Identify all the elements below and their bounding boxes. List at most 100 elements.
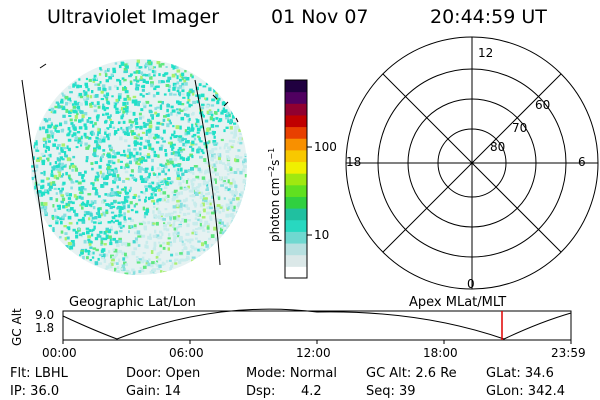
uv-pixel: [78, 92, 83, 97]
uv-pixel: [131, 99, 136, 104]
uv-pixel: [112, 161, 116, 165]
uv-pixel: [112, 69, 117, 74]
uv-pixel: [242, 162, 245, 166]
uv-pixel: [205, 104, 210, 109]
uv-pixel: [133, 204, 136, 208]
uv-pixel: [206, 186, 209, 190]
uv-pixel: [76, 105, 81, 110]
uv-pixel: [163, 186, 168, 189]
uv-pixel: [194, 143, 198, 146]
uv-pixel: [139, 222, 144, 226]
mlt-label-0: 0: [467, 277, 475, 291]
uv-pixel: [109, 159, 114, 164]
uv-pixel: [172, 151, 175, 155]
colorbar-label-10: 10: [314, 228, 330, 242]
uv-pixel: [190, 182, 195, 186]
uv-pixel: [186, 207, 190, 210]
uv-pixel: [197, 218, 201, 222]
uv-pixel: [208, 237, 212, 241]
uv-pixel: [151, 69, 155, 73]
uv-pixel: [219, 219, 222, 222]
uv-pixel: [38, 193, 41, 197]
uv-pixel: [40, 208, 44, 212]
uv-pixel: [122, 80, 125, 83]
uv-pixel: [156, 174, 160, 179]
uv-pixel: [32, 156, 35, 160]
uv-pixel: [87, 235, 91, 239]
uv-pixel: [182, 199, 187, 203]
uv-pixel: [68, 193, 72, 197]
uv-pixel: [182, 212, 187, 216]
uv-pixel: [166, 103, 170, 108]
uv-pixel: [183, 187, 187, 191]
uv-pixel: [180, 103, 185, 106]
uv-pixel: [129, 152, 132, 156]
uv-pixel: [143, 225, 147, 230]
uv-pixel: [156, 260, 159, 263]
uv-pixel: [81, 174, 85, 177]
uv-pixel: [47, 182, 51, 186]
uv-pixel: [81, 176, 84, 180]
uv-pixel: [51, 166, 55, 169]
left-limb-arc: [21, 79, 51, 281]
uv-pixel: [215, 218, 219, 222]
uv-pixel: [34, 142, 38, 146]
uv-pixel: [120, 188, 125, 191]
uv-pixel: [187, 219, 191, 222]
uv-pixel: [64, 204, 68, 208]
uv-pixel: [158, 241, 161, 244]
uv-pixel: [108, 86, 112, 91]
uv-pixel: [31, 165, 35, 168]
uv-pixel: [102, 177, 106, 181]
uv-pixel: [212, 117, 215, 122]
uv-pixel: [157, 208, 160, 212]
uv-pixel: [135, 83, 138, 87]
altitude-xtick-0600: 06:00: [169, 346, 204, 360]
uv-pixel: [137, 244, 141, 247]
uv-pixel: [80, 144, 83, 147]
mlt-label-12: 12: [478, 46, 494, 60]
uv-pixel: [213, 163, 216, 167]
uv-pixel: [117, 109, 121, 112]
uv-pixel: [101, 154, 104, 158]
uv-pixel: [117, 128, 120, 131]
uv-pixel: [46, 134, 51, 139]
uv-pixel: [49, 153, 52, 158]
uv-pixel: [62, 105, 66, 108]
uv-pixel: [191, 194, 196, 198]
uv-pixel: [141, 158, 145, 162]
uv-pixel: [97, 221, 102, 225]
uv-pixel: [110, 227, 113, 231]
uv-pixel: [211, 170, 215, 174]
uv-pixel: [147, 118, 151, 123]
uv-pixel: [227, 179, 230, 184]
uv-pixel: [144, 177, 149, 181]
uv-pixel: [117, 93, 122, 96]
uv-pixel: [97, 128, 100, 132]
uv-pixel: [124, 189, 127, 193]
uv-pixel: [192, 100, 196, 104]
uv-pixel: [162, 246, 166, 250]
uv-pixel: [133, 224, 137, 228]
uv-pixel: [55, 167, 59, 171]
uv-pixel: [170, 152, 174, 156]
uv-pixel: [214, 111, 217, 115]
uv-pixel: [195, 175, 200, 179]
uv-pixel: [220, 227, 224, 232]
uv-pixel: [48, 185, 53, 189]
uv-pixel: [105, 174, 109, 179]
uv-pixel: [202, 151, 205, 155]
uv-pixel: [81, 114, 85, 119]
uv-pixel: [219, 239, 222, 243]
uv-pixel: [214, 147, 218, 151]
uv-pixel: [92, 206, 96, 210]
uv-pixel: [107, 102, 111, 105]
uv-pixel: [73, 209, 76, 213]
uv-pixel: [104, 120, 107, 124]
uv-pixel: [150, 133, 155, 136]
colorbar-band: [285, 91, 307, 104]
uv-pixel: [203, 208, 206, 213]
uv-pixel: [194, 122, 199, 126]
uv-pixel: [187, 212, 191, 215]
uv-pixel: [135, 66, 139, 69]
